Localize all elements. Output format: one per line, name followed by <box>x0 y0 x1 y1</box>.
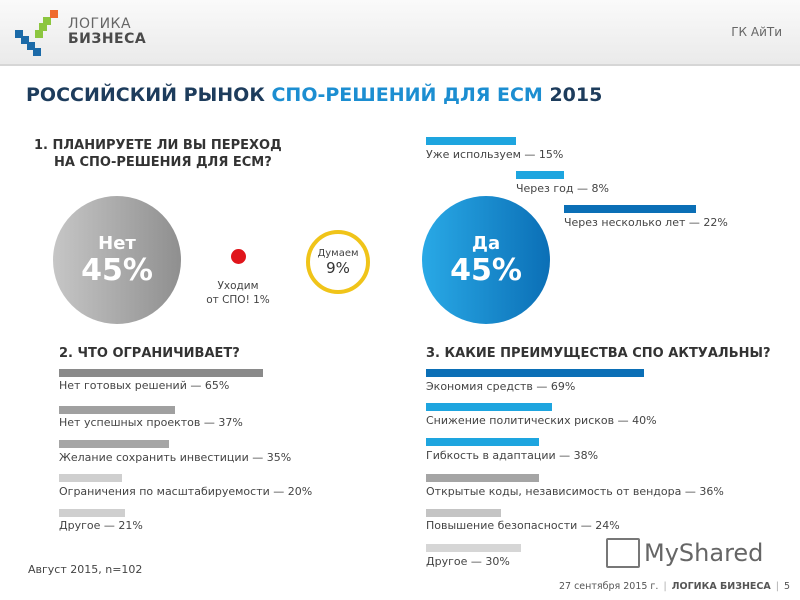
page-number: 5 <box>783 581 790 592</box>
survey-source: Август 2015, n=102 <box>28 563 143 576</box>
q2-label: Другое — 21% <box>59 519 143 532</box>
q3-label: Снижение политических рисков — 40% <box>426 414 657 427</box>
footer: 27 сентября 2015 г. | ЛОГИКА БИЗНЕСА | 5 <box>558 581 790 592</box>
bar-in-several-years <box>564 205 696 213</box>
presentation-icon <box>606 538 640 568</box>
q2-bar <box>59 440 169 448</box>
logo-icon <box>15 8 61 56</box>
q3-title: 3. КАКИЕ ПРЕИМУЩЕСТВА СПО АКТУАЛЬНЫ? <box>426 346 771 361</box>
think-circle: Думаем 9% <box>306 230 370 294</box>
header: ЛОГИКА БИЗНЕСА ГК АйТи <box>0 0 800 66</box>
q3-label: Экономия средств — 69% <box>426 380 576 393</box>
leave-label: Уходим от СПО! 1% <box>206 280 270 306</box>
q2-label: Ограничения по масштабируемости — 20% <box>59 485 313 498</box>
no-circle: Нет 45% <box>53 196 181 324</box>
q2-bar <box>59 474 122 482</box>
q2-title: 2. ЧТО ОГРАНИЧИВАЕТ? <box>59 346 240 361</box>
page-title: РОССИЙСКИЙ РЫНОК СПО-РЕШЕНИЙ ДЛЯ ECM 201… <box>26 84 603 106</box>
q1-title: 1. ПЛАНИРУЕТЕ ЛИ ВЫ ПЕРЕХОД НА СПО-РЕШЕН… <box>34 138 282 170</box>
leave-dot-icon <box>231 249 246 264</box>
q2-bar <box>59 406 175 414</box>
label-already-using: Уже используем — 15% <box>426 148 564 161</box>
q3-bar <box>426 438 539 446</box>
label-in-a-year: Через год — 8% <box>516 182 609 195</box>
q3-bar <box>426 509 501 517</box>
q3-label: Открытые коды, независимость от вендора … <box>426 485 724 498</box>
label-in-several-years: Через несколько лет — 22% <box>564 216 728 229</box>
q3-bar <box>426 403 552 411</box>
brand-name: ЛОГИКА БИЗНЕСА <box>68 16 147 47</box>
q3-bar <box>426 369 644 377</box>
company-name: ГК АйТи <box>731 25 782 39</box>
q3-label: Повышение безопасности — 24% <box>426 519 620 532</box>
q3-bar <box>426 474 539 482</box>
q2-label: Желание сохранить инвестиции — 35% <box>59 451 292 464</box>
bar-already-using <box>426 137 516 145</box>
q2-bar <box>59 509 125 517</box>
q3-label: Гибкость в адаптации — 38% <box>426 449 599 462</box>
yes-circle: Да 45% <box>422 196 550 324</box>
q3-bar <box>426 544 521 552</box>
q3-label: Другое — 30% <box>426 555 510 568</box>
q2-bar <box>59 369 263 377</box>
bar-in-a-year <box>516 171 564 179</box>
watermark: MyShared <box>606 538 763 568</box>
q2-label: Нет успешных проектов — 37% <box>59 416 243 429</box>
q2-label: Нет готовых решений — 65% <box>59 379 230 392</box>
